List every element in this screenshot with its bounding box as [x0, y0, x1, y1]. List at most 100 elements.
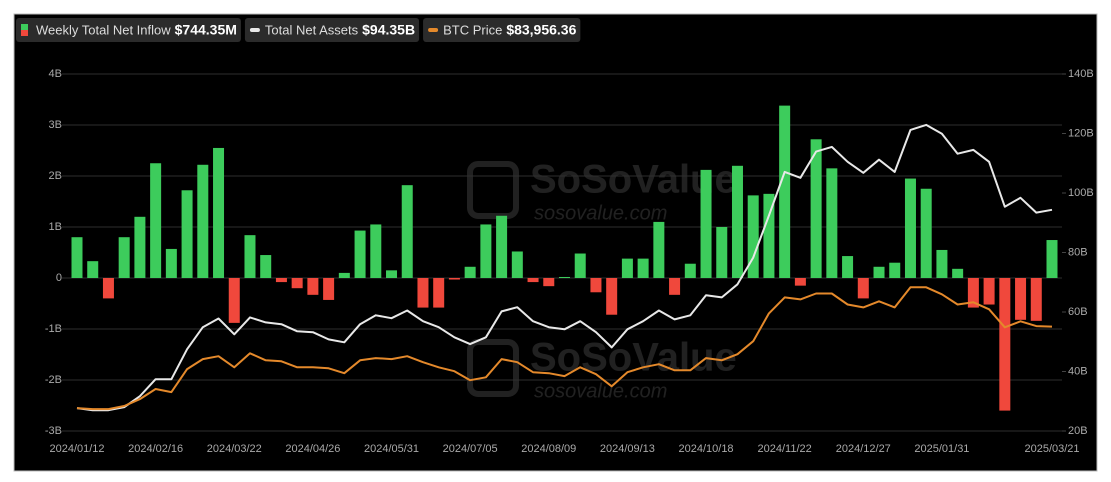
x-tick-label: 2024/02/16: [128, 443, 183, 455]
legend-item: Weekly Total Net Inflow $744.35M: [16, 18, 241, 42]
bar: [904, 178, 916, 278]
bar: [448, 278, 460, 280]
legend-swatch: [21, 24, 28, 30]
legend-name: Weekly Total Net Inflow: [36, 22, 171, 37]
bar: [118, 237, 130, 278]
y-tick-label: 1B: [49, 221, 62, 233]
bar: [275, 278, 287, 283]
bar: [354, 230, 366, 278]
bar: [244, 235, 256, 278]
bar: [669, 278, 681, 295]
bar: [794, 278, 806, 286]
y-tick-label: 3B: [49, 119, 62, 131]
bar: [873, 266, 885, 278]
bar: [338, 272, 350, 278]
bar: [826, 168, 838, 278]
x-tick-label: 2024/11/22: [758, 443, 812, 455]
x-tick-label: 2024/07/05: [443, 443, 498, 455]
x-tick-label: 2024/05/31: [364, 443, 419, 455]
x-tick-label: 2024/04/26: [285, 443, 340, 455]
watermark-logo: [467, 339, 519, 397]
bar: [260, 255, 272, 278]
legend-value: $744.35M: [175, 22, 237, 38]
bar: [291, 278, 303, 289]
bar: [606, 278, 618, 315]
chart-background: [13, 13, 1098, 472]
bar: [417, 278, 429, 308]
bar: [559, 276, 570, 278]
y-tick-label: -3B: [45, 425, 62, 437]
bar: [574, 253, 586, 278]
x-tick-label: 2024/12/27: [836, 443, 891, 455]
y-tick-label: 0: [56, 272, 62, 284]
x-tick-label: 2024/10/18: [679, 443, 734, 455]
bar: [150, 163, 162, 278]
bar: [307, 278, 319, 295]
legend-item: Total Net Assets $94.35B: [244, 18, 420, 42]
bar: [102, 278, 114, 299]
bar: [197, 164, 209, 278]
bar: [527, 278, 539, 283]
bar: [213, 147, 225, 278]
bar: [763, 193, 775, 278]
x-tick-label: 2025/01/31: [914, 443, 969, 455]
bar: [810, 139, 822, 278]
bar: [920, 188, 932, 278]
bar: [999, 278, 1011, 411]
watermark-site: sosovalue.com: [534, 380, 667, 402]
x-tick-label: 2024/01/12: [49, 443, 104, 455]
bar: [134, 216, 146, 278]
bar: [1015, 278, 1027, 320]
bar: [323, 278, 335, 300]
y2-tick-label: 20B: [1068, 425, 1088, 437]
y2-tick-label: 140B: [1068, 68, 1094, 80]
bar: [71, 237, 83, 278]
bar: [653, 221, 665, 278]
y2-tick-label: 60B: [1068, 306, 1088, 318]
bar: [684, 263, 696, 278]
legend-swatch: [21, 30, 28, 36]
bar: [857, 278, 869, 299]
legend-box: [16, 18, 241, 42]
y-tick-label: 2B: [49, 170, 62, 182]
watermark-site: sosovalue.com: [534, 202, 667, 224]
bar: [228, 278, 240, 323]
bar: [401, 185, 413, 278]
bar: [464, 266, 476, 278]
legend-value: $83,956.36: [506, 22, 576, 38]
legend-box: [244, 18, 420, 42]
line: [76, 286, 1053, 411]
bar: [511, 251, 523, 278]
y-tick-label: -1B: [45, 323, 62, 335]
bar: [386, 270, 398, 278]
legend-swatch: [249, 28, 260, 32]
legend-value: $94.35B: [362, 22, 415, 38]
legend-box: [423, 18, 581, 42]
legend-name: BTC Price: [443, 22, 502, 37]
bar: [1030, 278, 1042, 321]
bar: [590, 278, 602, 293]
bar: [543, 278, 555, 287]
bar: [1046, 240, 1058, 278]
bar: [747, 195, 759, 278]
x-tick-label: 2024/03/22: [207, 443, 262, 455]
y2-tick-label: 100B: [1068, 187, 1094, 199]
bar: [936, 249, 948, 278]
bar: [480, 224, 492, 278]
bar: [967, 278, 979, 308]
legend-item: BTC Price $83,956.36: [423, 18, 581, 42]
bar: [370, 224, 382, 278]
bar: [165, 248, 177, 278]
watermark-logo: [467, 161, 519, 219]
legend-name: Total Net Assets: [265, 22, 359, 37]
bar: [731, 165, 743, 278]
bar: [952, 268, 964, 278]
bar: [842, 256, 854, 278]
y2-tick-label: 40B: [1068, 365, 1088, 377]
bar: [433, 278, 445, 308]
x-tick-label: 2025/03/21: [1024, 443, 1079, 455]
bar: [700, 169, 712, 278]
y-tick-label: -2B: [45, 374, 62, 386]
y2-tick-label: 120B: [1068, 127, 1094, 139]
